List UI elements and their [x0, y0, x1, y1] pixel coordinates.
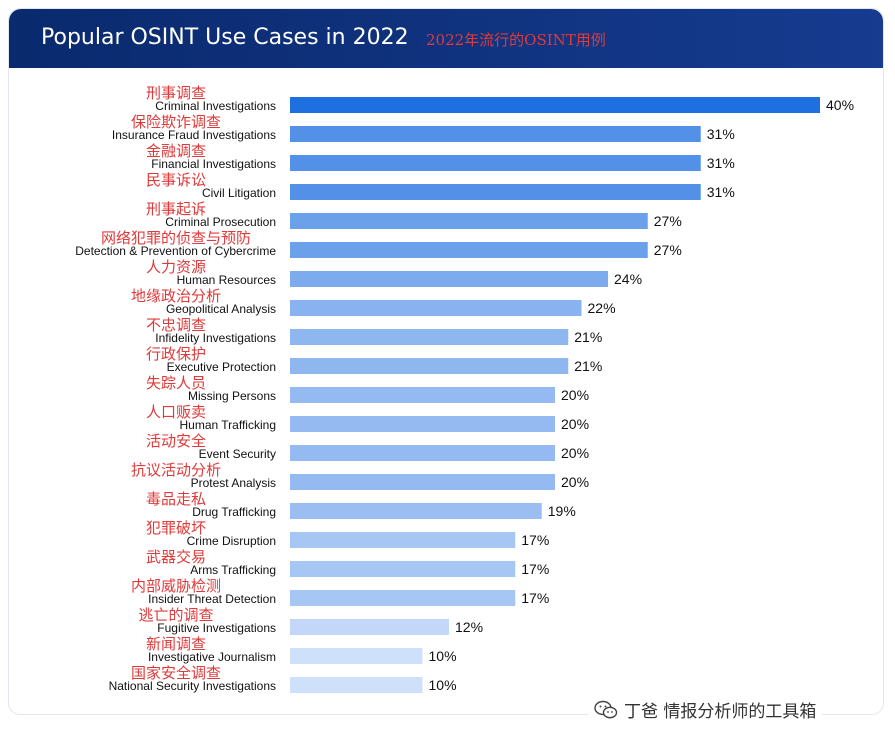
category-label: Event Security: [199, 447, 276, 461]
bar: [290, 300, 582, 316]
category-label: Civil Litigation: [202, 186, 276, 200]
category-label: Detection & Prevention of Cybercrime: [75, 244, 276, 258]
value-label: 31%: [707, 126, 735, 142]
bar: [290, 619, 449, 635]
value-label: 17%: [521, 561, 549, 577]
value-label: 17%: [521, 590, 549, 606]
category-annotation-zh: 抗议活动分析: [131, 461, 221, 479]
category-annotation-zh: 刑事起诉: [146, 200, 206, 218]
category-annotation-zh: 行政保护: [146, 345, 206, 363]
category-annotation-zh: 内部威胁检测: [131, 577, 221, 595]
category-annotation-zh: 民事诉讼: [146, 171, 206, 189]
value-label: 21%: [574, 358, 602, 374]
value-label: 40%: [826, 97, 854, 113]
category-label: National Security Investigations: [109, 679, 276, 693]
category-label: Criminal Prosecution: [165, 215, 276, 229]
bar: [290, 387, 555, 403]
bar: [290, 155, 701, 171]
category-label: Insider Threat Detection: [148, 592, 276, 606]
value-label: 10%: [429, 677, 457, 693]
bar: [290, 445, 555, 461]
watermark: 丁爸 情报分析师的工具箱: [588, 695, 823, 724]
value-label: 17%: [521, 532, 549, 548]
bar: [290, 416, 555, 432]
value-label: 24%: [614, 271, 642, 287]
bar: [290, 677, 423, 693]
category-annotation-zh: 新闻调查: [146, 635, 206, 653]
value-label: 10%: [429, 648, 457, 664]
bar: [290, 532, 516, 548]
category-annotation-zh: 人力资源: [146, 258, 206, 276]
bar: [290, 97, 820, 113]
category-label: Drug Trafficking: [192, 505, 276, 519]
category-label: Financial Investigations: [151, 157, 276, 171]
category-annotation-zh: 人口贩卖: [146, 403, 206, 421]
bar: [290, 242, 648, 258]
category-label: Infidelity Investigations: [155, 331, 276, 345]
category-annotation-zh: 金融调查: [146, 142, 206, 160]
category-annotation-zh: 逃亡的调查: [138, 606, 213, 624]
value-label: 20%: [561, 416, 589, 432]
value-label: 20%: [561, 474, 589, 490]
bar: [290, 358, 569, 374]
bar: [290, 184, 701, 200]
value-label: 19%: [548, 503, 576, 519]
category-label: Geopolitical Analysis: [166, 302, 276, 316]
category-label: Crime Disruption: [187, 534, 276, 548]
category-annotation-zh: 不忠调查: [146, 316, 206, 334]
category-label: Insurance Fraud Investigations: [112, 128, 276, 142]
value-label: 20%: [561, 387, 589, 403]
bar: [290, 213, 648, 229]
bar: [290, 648, 423, 664]
category-annotation-zh: 国家安全调查: [131, 664, 221, 682]
category-label: Fugitive Investigations: [157, 621, 276, 635]
category-label: Arms Trafficking: [190, 563, 276, 577]
bar: [290, 503, 542, 519]
category-label: Executive Protection: [167, 360, 276, 374]
watermark-text: 丁爸 情报分析师的工具箱: [624, 702, 817, 722]
value-label: 22%: [588, 300, 616, 316]
value-label: 31%: [707, 155, 735, 171]
category-annotation-zh: 失踪人员: [146, 374, 206, 392]
value-label: 12%: [455, 619, 483, 635]
category-annotation-zh: 地缘政治分析: [131, 287, 221, 305]
bar: [290, 271, 608, 287]
category-label: Human Trafficking: [180, 418, 277, 432]
chart-header: Popular OSINT Use Cases in 2022 2022年流行的…: [9, 9, 883, 68]
value-label: 27%: [654, 242, 682, 258]
chart-title: Popular OSINT Use Cases in 2022: [41, 25, 409, 50]
value-label: 21%: [574, 329, 602, 345]
value-label: 27%: [654, 213, 682, 229]
wechat-icon: [594, 700, 618, 718]
category-annotation-zh: 刑事调查: [146, 84, 206, 102]
category-label: Human Resources: [177, 273, 276, 287]
bar: [290, 474, 555, 490]
category-annotation-zh: 网络犯罪的侦查与预防: [101, 229, 251, 247]
value-label: 20%: [561, 445, 589, 461]
bar: [290, 329, 569, 345]
category-label: Criminal Investigations: [155, 99, 276, 113]
bar: [290, 126, 701, 142]
category-annotation-zh: 活动安全: [146, 432, 206, 450]
category-annotation-zh: 保险欺诈调查: [131, 113, 221, 131]
category-annotation-zh: 毒品走私: [146, 490, 206, 508]
category-annotation-zh: 犯罪破坏: [146, 519, 206, 537]
category-label: Missing Persons: [188, 389, 276, 403]
chart-subtitle-zh: 2022年流行的OSINT用例: [426, 31, 606, 49]
category-label: Investigative Journalism: [148, 650, 276, 664]
value-label: 31%: [707, 184, 735, 200]
category-label: Protest Analysis: [191, 476, 276, 490]
category-annotation-zh: 武器交易: [146, 548, 206, 566]
bar: [290, 561, 516, 577]
bar: [290, 590, 516, 606]
